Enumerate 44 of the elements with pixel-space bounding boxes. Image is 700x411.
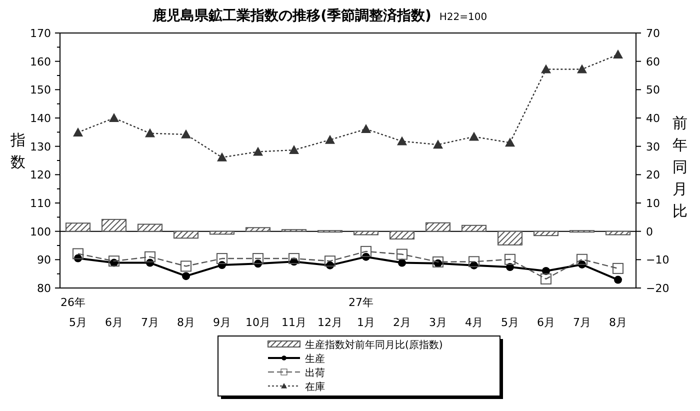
x-tick-label: 6月 <box>537 316 555 329</box>
y2-tick-label: 60 <box>646 55 660 68</box>
chart-title: 鹿児島県鉱工業指数の推移(季節調整済指数) <box>152 7 432 24</box>
x-tick-label: 4月 <box>465 316 483 329</box>
y2-tick-label: −10 <box>646 254 670 267</box>
y-axis-title: 指数 <box>10 131 26 171</box>
y2-tick-label: 20 <box>646 168 660 182</box>
y2-tick-label: 50 <box>646 84 660 97</box>
legend-label: 生産指数対前年同月比(原指数) <box>305 339 443 351</box>
y2-tick-label: 10 <box>646 197 660 210</box>
x-tick-label: 7月 <box>573 316 591 329</box>
x-tick-label: 8月 <box>609 316 627 329</box>
legend-label: 出荷 <box>305 367 325 379</box>
x-tick-label: 8月 <box>177 316 195 329</box>
y2-tick-label: 30 <box>646 140 660 154</box>
x-tick-label: 7月 <box>141 316 159 329</box>
legend-label: 在庫 <box>305 381 325 393</box>
y-tick-label: 100 <box>30 225 51 238</box>
x-tick-label: 5月 <box>501 316 519 329</box>
y-tick-label: 120 <box>30 168 51 182</box>
y-tick-label: 90 <box>37 254 51 267</box>
x-tick-label: 27年 1月 <box>348 296 375 329</box>
y2-tick-label: 0 <box>646 225 653 238</box>
x-tick-label: 6月 <box>105 316 123 329</box>
legend-label: 生産 <box>305 353 325 365</box>
x-tick-label: 12月 <box>318 316 342 329</box>
chart-subtitle: H22=100 <box>439 12 488 23</box>
y-tick-label: 170 <box>30 27 51 40</box>
y-tick-label: 140 <box>30 112 51 125</box>
y-tick-label: 130 <box>30 140 51 154</box>
y-tick-label: 110 <box>30 197 51 210</box>
y-tick-label: 80 <box>37 282 51 295</box>
x-tick-label: 3月 <box>429 316 447 329</box>
x-tick-label: 10月 <box>246 316 270 329</box>
x-tick-label: 11月 <box>282 316 306 329</box>
y2-tick-label: 40 <box>646 112 660 125</box>
y2-tick-label: 70 <box>646 27 660 40</box>
x-tick-label: 2月 <box>393 316 411 329</box>
x-tick-label: 9月 <box>213 316 231 329</box>
y2-axis-title: 前年同月比 <box>672 114 688 220</box>
y2-tick-label: −20 <box>646 282 670 295</box>
y-tick-label: 150 <box>30 84 51 97</box>
x-tick-label: 26年 5月 <box>60 296 87 329</box>
y-tick-label: 160 <box>30 55 51 68</box>
